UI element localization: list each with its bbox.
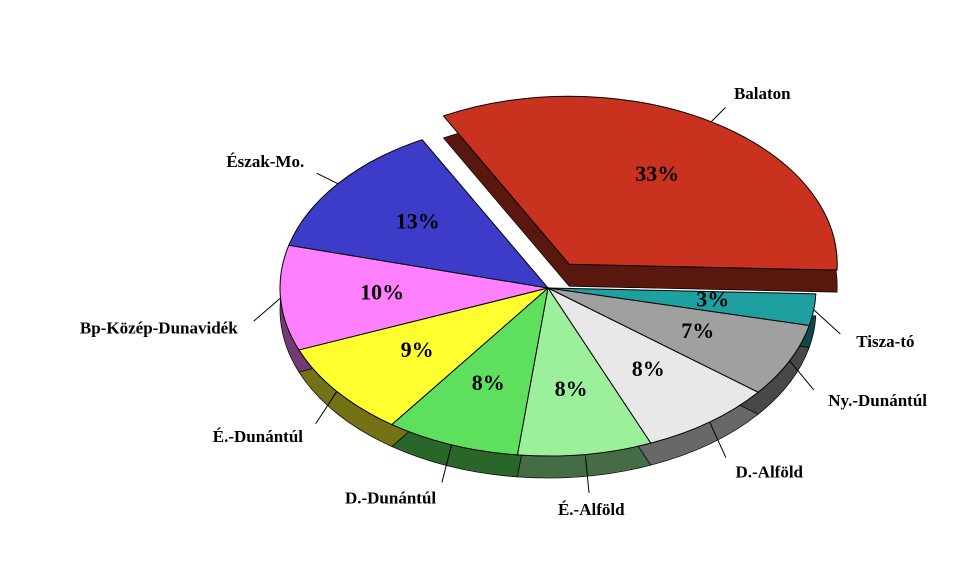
value-label: 13% [396,208,440,233]
category-label: D.-Alföld [735,462,803,481]
value-label: 9% [401,337,434,362]
leader-line [315,391,338,425]
slice [288,139,550,289]
category-label: Balaton [734,84,791,103]
leader-line [813,309,841,335]
slice [298,287,549,426]
value-label: 7% [681,318,714,343]
category-label: Ny.-Dunántúl [828,391,927,410]
leader-line [789,360,815,391]
value-label: 10% [360,279,404,304]
value-label: 8% [632,356,665,381]
category-label: Tisza-tó [856,332,914,351]
value-label: 8% [555,376,588,401]
category-label: Észak-Mo. [226,152,304,171]
leader-line [710,107,726,123]
category-label: Bp-Közép-Dunavidék [80,319,238,338]
slice [279,244,549,351]
value-label: 3% [696,287,729,312]
leader-line [316,172,339,185]
leader-line [709,421,727,458]
value-label: 33% [635,161,679,186]
category-label: D.-Dunántúl [345,489,436,508]
category-label: É.-Dunántúl [213,427,304,446]
category-label: É.-Alföld [558,500,625,519]
leader-line [441,444,453,483]
leader-line [584,454,590,494]
slice [547,287,810,393]
value-label: 8% [472,370,505,395]
leader-line [253,297,281,322]
